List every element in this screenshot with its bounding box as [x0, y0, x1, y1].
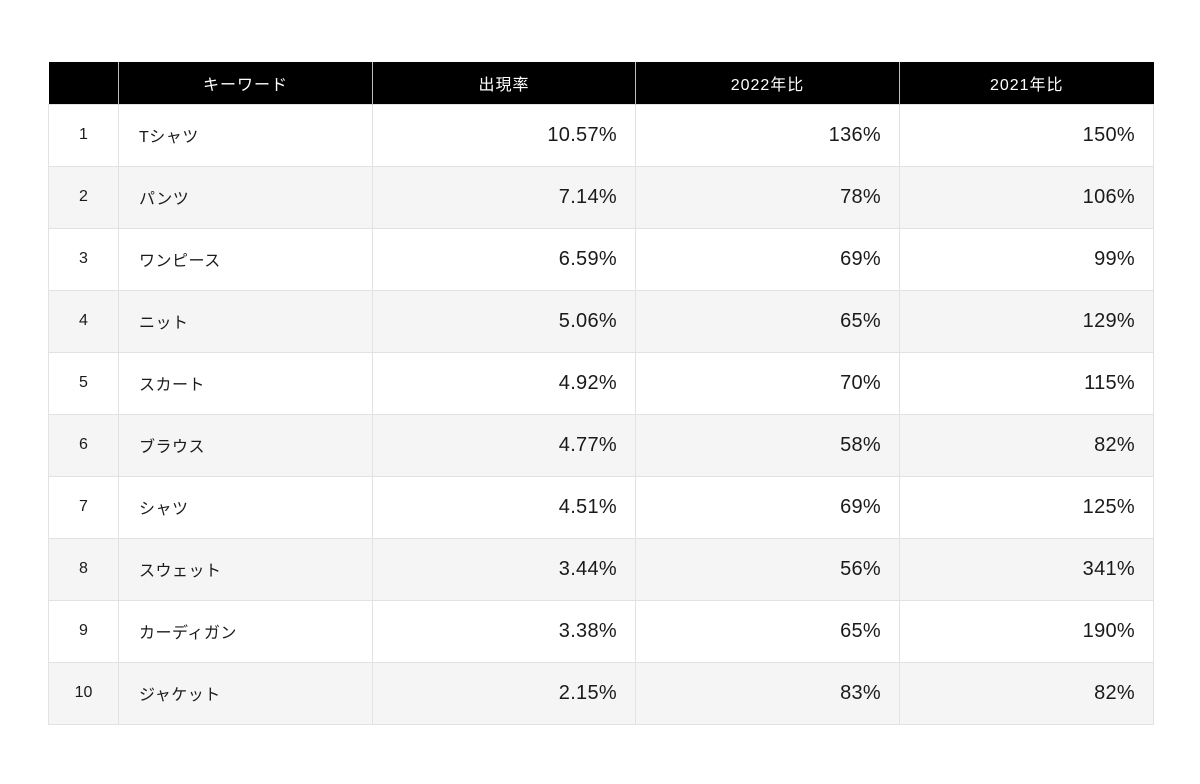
keyword-cell: スウェット	[118, 537, 373, 601]
vs2022-cell: 83%	[635, 661, 900, 725]
table-row: 6 ブラウス 4.77% 58% 82%	[48, 413, 1154, 477]
keyword-cell: Tシャツ	[118, 103, 373, 167]
rate-cell: 7.14%	[372, 165, 636, 229]
keyword-cell: ワンピース	[118, 227, 373, 291]
rate-cell: 4.51%	[372, 475, 636, 539]
table-row: 3 ワンピース 6.59% 69% 99%	[48, 227, 1154, 291]
vs2022-cell: 58%	[635, 413, 900, 477]
rank-cell: 3	[48, 227, 119, 291]
rank-cell: 10	[48, 661, 119, 725]
vs2021-cell: 106%	[899, 165, 1154, 229]
vs2022-cell: 56%	[635, 537, 900, 601]
rank-cell: 5	[48, 351, 119, 415]
table-row: 1 Tシャツ 10.57% 136% 150%	[48, 103, 1154, 167]
vs2022-cell: 78%	[635, 165, 900, 229]
keyword-ranking-table-container: キーワード 出現率 2022年比 2021年比 1 Tシャツ 10.57% 13…	[48, 62, 1154, 725]
rank-cell: 4	[48, 289, 119, 353]
rate-cell: 4.92%	[372, 351, 636, 415]
table-body: 1 Tシャツ 10.57% 136% 150% 2 パンツ 7.14% 78% …	[48, 103, 1154, 725]
table-row: 5 スカート 4.92% 70% 115%	[48, 351, 1154, 415]
keyword-cell: ジャケット	[118, 661, 373, 725]
keyword-cell: パンツ	[118, 165, 373, 229]
table-row: 9 カーディガン 3.38% 65% 190%	[48, 599, 1154, 663]
rank-cell: 9	[48, 599, 119, 663]
vs2022-cell: 69%	[635, 475, 900, 539]
vs2021-cell: 125%	[899, 475, 1154, 539]
vs2021-cell: 129%	[899, 289, 1154, 353]
rank-cell: 7	[48, 475, 119, 539]
rate-cell: 3.38%	[372, 599, 636, 663]
rate-cell: 2.15%	[372, 661, 636, 725]
vs2021-column-header: 2021年比	[899, 62, 1154, 104]
vs2022-cell: 69%	[635, 227, 900, 291]
keyword-cell: カーディガン	[118, 599, 373, 663]
vs2021-cell: 82%	[899, 661, 1154, 725]
rate-column-header: 出現率	[372, 62, 636, 104]
vs2022-cell: 136%	[635, 103, 900, 167]
vs2022-cell: 65%	[635, 289, 900, 353]
rate-cell: 4.77%	[372, 413, 636, 477]
rate-cell: 5.06%	[372, 289, 636, 353]
vs2022-column-header: 2022年比	[635, 62, 900, 104]
rate-cell: 3.44%	[372, 537, 636, 601]
table-header: キーワード 出現率 2022年比 2021年比	[48, 62, 1154, 104]
rank-column-header	[48, 62, 119, 104]
rank-cell: 1	[48, 103, 119, 167]
table-row: 10 ジャケット 2.15% 83% 82%	[48, 661, 1154, 725]
keyword-cell: スカート	[118, 351, 373, 415]
vs2021-cell: 341%	[899, 537, 1154, 601]
keyword-cell: ブラウス	[118, 413, 373, 477]
vs2021-cell: 115%	[899, 351, 1154, 415]
rate-cell: 10.57%	[372, 103, 636, 167]
table-row: 2 パンツ 7.14% 78% 106%	[48, 165, 1154, 229]
table-row: 4 ニット 5.06% 65% 129%	[48, 289, 1154, 353]
vs2021-cell: 190%	[899, 599, 1154, 663]
vs2022-cell: 70%	[635, 351, 900, 415]
vs2021-cell: 99%	[899, 227, 1154, 291]
table-row: 8 スウェット 3.44% 56% 341%	[48, 537, 1154, 601]
vs2022-cell: 65%	[635, 599, 900, 663]
keyword-cell: シャツ	[118, 475, 373, 539]
keyword-column-header: キーワード	[118, 62, 373, 104]
keyword-ranking-table: キーワード 出現率 2022年比 2021年比 1 Tシャツ 10.57% 13…	[48, 62, 1154, 725]
rank-cell: 6	[48, 413, 119, 477]
rank-cell: 2	[48, 165, 119, 229]
vs2021-cell: 82%	[899, 413, 1154, 477]
vs2021-cell: 150%	[899, 103, 1154, 167]
header-row: キーワード 出現率 2022年比 2021年比	[48, 62, 1154, 104]
rank-cell: 8	[48, 537, 119, 601]
rate-cell: 6.59%	[372, 227, 636, 291]
keyword-cell: ニット	[118, 289, 373, 353]
table-row: 7 シャツ 4.51% 69% 125%	[48, 475, 1154, 539]
